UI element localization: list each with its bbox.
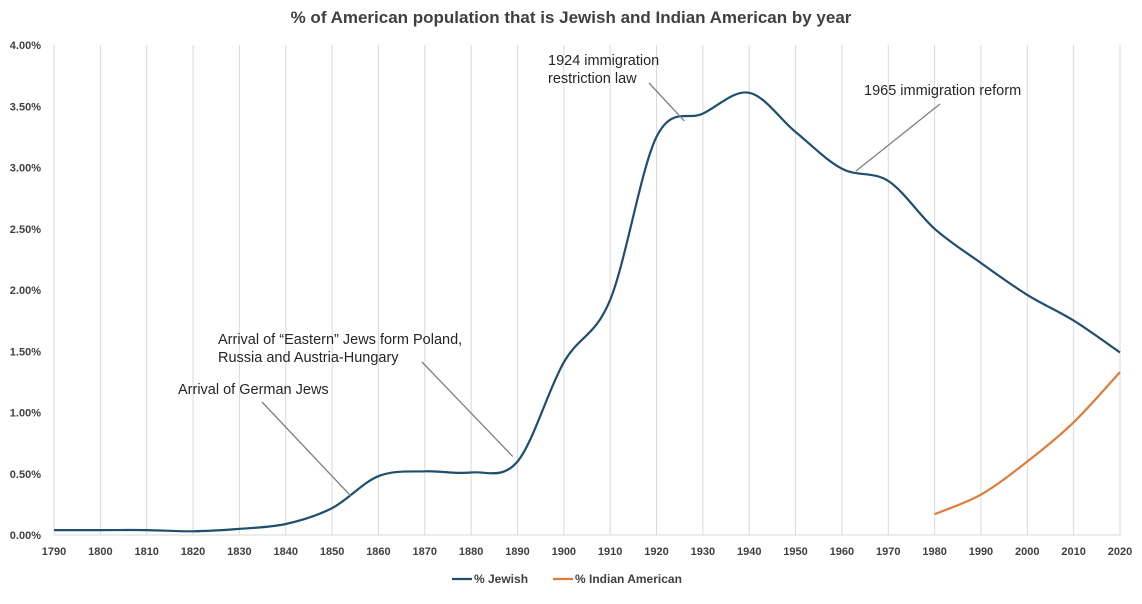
x-tick-label: 1980: [922, 546, 946, 558]
x-tick-label: 2000: [1015, 546, 1039, 558]
x-tick-label: 1950: [783, 546, 807, 558]
x-tick-label: 1910: [598, 546, 622, 558]
annotation-text: 1924 immigration restriction law: [548, 53, 659, 87]
x-tick-label: 1850: [320, 546, 344, 558]
annotation-text: Arrival of “Eastern” Jews form Poland, Ru…: [218, 332, 462, 366]
y-tick-label: 4.00%: [10, 40, 41, 52]
x-tick-label: 1970: [876, 546, 900, 558]
annotation-line: Arrival of German Jews: [178, 382, 329, 398]
x-tick-label: 1920: [644, 546, 668, 558]
annotation-line: 1924 immigration: [548, 53, 659, 69]
x-tick-label: 1830: [227, 546, 251, 558]
annotation-line: 1965 immigration reform: [864, 83, 1021, 99]
y-tick-label: 1.50%: [10, 346, 41, 358]
y-tick-label: 2.00%: [10, 285, 41, 297]
x-tick-label: 1800: [88, 546, 112, 558]
annotation-leader-line: [261, 401, 352, 497]
data-series: [54, 91, 1121, 533]
y-tick-label: 3.50%: [10, 101, 41, 113]
annotation-line: restriction law: [548, 71, 637, 87]
annotation-text: 1965 immigration reform: [864, 83, 1021, 99]
x-tick-label: 1820: [181, 546, 205, 558]
x-tick-label: 2020: [1108, 546, 1132, 558]
annotation-text: Arrival of German Jews: [178, 382, 329, 398]
x-axis-tick-labels: 1790 1800 1810 1820 1830 1840 1850 1860 1870 1880…: [42, 546, 1132, 558]
annotation-line: Arrival of “Eastern” Jews form Poland,: [218, 332, 462, 348]
x-tick-label: 1890: [505, 546, 529, 558]
x-tick-label: 1940: [737, 546, 761, 558]
y-tick-label: 3.00%: [10, 163, 41, 175]
annotation-line: Russia and Austria-Hungary: [218, 350, 399, 366]
vertical-gridlines: [53, 45, 1121, 536]
series-line-0: [54, 91, 1121, 533]
x-tick-label: 1880: [459, 546, 483, 558]
legend: % Jewish % Indian American: [452, 572, 682, 586]
y-axis-tick-labels: 0.00% 0.50% 1.00% 1.50% 2.00% 2.50% 3.00% 3.50%…: [10, 40, 41, 542]
legend-label: % Indian American: [575, 572, 682, 586]
series-line-1: [934, 371, 1121, 516]
x-tick-label: 1870: [413, 546, 437, 558]
annotations: Arrival of German Jews Arrival of “Easter…: [178, 53, 1021, 497]
x-tick-label: 1810: [134, 546, 158, 558]
x-tick-label: 1860: [366, 546, 390, 558]
x-tick-label: 1930: [691, 546, 715, 558]
annotation-leader-line: [855, 103, 941, 172]
x-tick-label: 1900: [552, 546, 576, 558]
y-tick-label: 0.50%: [10, 469, 41, 481]
legend-label: % Jewish: [474, 572, 528, 586]
annotation-leader-line: [648, 82, 685, 122]
x-tick-label: 1990: [969, 546, 993, 558]
x-tick-label: 1790: [42, 546, 66, 558]
x-tick-label: 1960: [830, 546, 854, 558]
x-tick-label: 2010: [1061, 546, 1085, 558]
annotation-leader-line: [421, 361, 514, 458]
chart-title: % of American population that is Jewish …: [290, 8, 852, 27]
x-tick-label: 1840: [273, 546, 297, 558]
y-tick-label: 2.50%: [10, 224, 41, 236]
y-tick-label: 0.00%: [10, 530, 41, 542]
y-tick-label: 1.00%: [10, 408, 41, 420]
